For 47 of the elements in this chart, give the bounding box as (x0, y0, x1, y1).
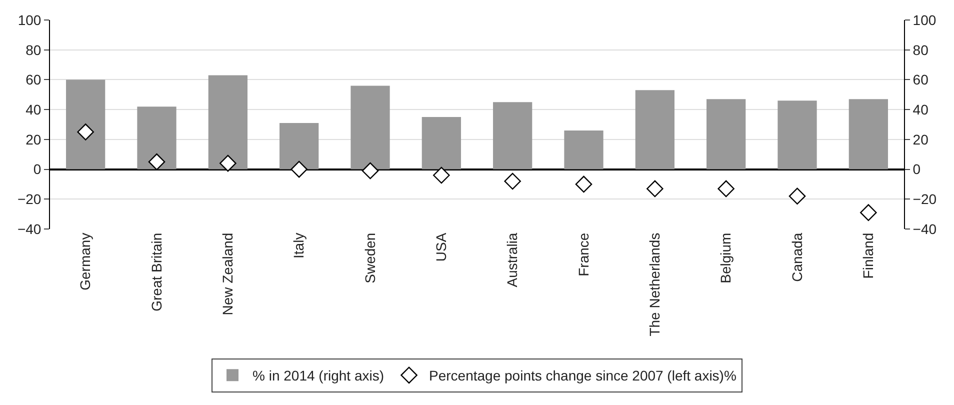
point (148, 153, 166, 170)
y2-tick-label: 20 (912, 131, 929, 148)
legend-label: Percentage points change since 2007 (left axis)% (429, 368, 736, 384)
y-tick-label: 100 (18, 12, 42, 28)
bar (848, 99, 888, 170)
y2-tick-label: −20 (912, 191, 937, 208)
y-tick-label: 60 (26, 72, 42, 88)
x-tick-label: Canada (788, 232, 805, 282)
point (362, 162, 379, 180)
bar (635, 90, 674, 170)
x-tick-label: Australia (504, 232, 520, 288)
bar (422, 117, 461, 170)
y-tick-label: 20 (26, 131, 42, 148)
y2-tick-label: 0 (912, 161, 921, 178)
bar (66, 80, 106, 170)
bar (280, 123, 319, 170)
y-tick-label: 0 (33, 161, 42, 178)
y-tick-label: 40 (26, 101, 42, 118)
bar (493, 102, 532, 170)
x-tick-label: USA (432, 232, 449, 262)
y-tick-label: 80 (26, 42, 42, 58)
bar (706, 99, 746, 170)
y2-tick-label: −40 (912, 220, 937, 237)
y2-tick-label: 100 (912, 12, 936, 28)
y2-tick-label: 80 (912, 42, 929, 58)
bar (778, 100, 817, 170)
x-tick-label: Belgium (718, 232, 734, 284)
x-tick-label: New Zealand (219, 232, 236, 316)
y-tick-label: −20 (17, 191, 42, 208)
x-tick-label: Germany (77, 232, 94, 290)
bar (208, 75, 248, 170)
x-tick-label: France (575, 232, 592, 276)
bar (350, 86, 390, 170)
x-tick-label: Italy (290, 232, 307, 258)
y2-tick-label: 60 (912, 72, 929, 88)
x-tick-label: The Netherlands (646, 232, 662, 336)
y-tick-label: −40 (17, 220, 42, 237)
y2-tick-label: 40 (912, 101, 929, 118)
x-tick-label: Sweden (362, 232, 378, 284)
bar (137, 106, 176, 170)
x-tick-label: Great Britain (148, 232, 164, 312)
legend-label: % in 2014 (right axis) (252, 368, 384, 384)
x-tick-label: Finland (860, 232, 876, 279)
point (220, 154, 236, 172)
point (290, 160, 308, 178)
bar (564, 130, 604, 170)
point (77, 124, 94, 140)
